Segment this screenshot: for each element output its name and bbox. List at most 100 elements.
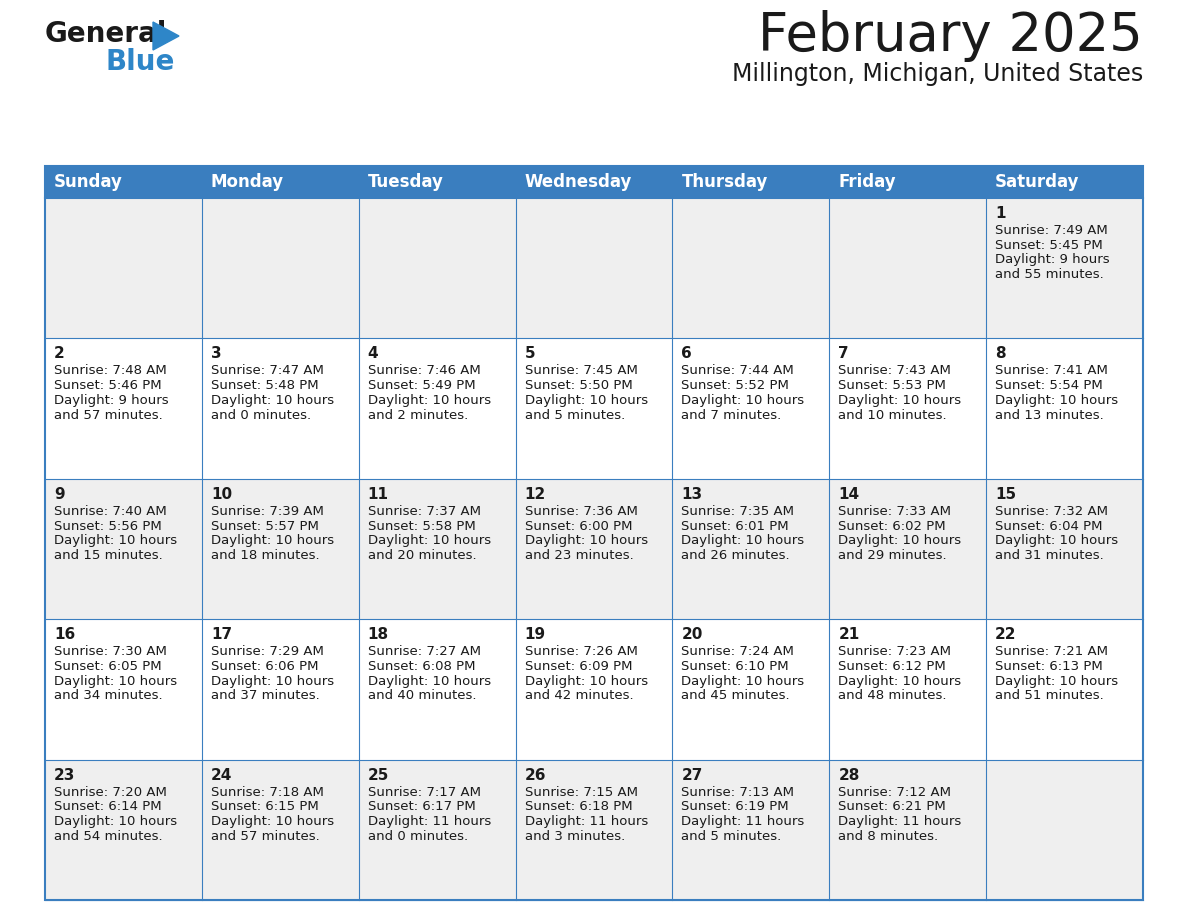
Text: Sunrise: 7:37 AM: Sunrise: 7:37 AM bbox=[368, 505, 481, 518]
Bar bbox=[829, 759, 986, 900]
Text: Saturday: Saturday bbox=[996, 173, 1080, 191]
Text: Sunrise: 7:32 AM: Sunrise: 7:32 AM bbox=[996, 505, 1108, 518]
Bar bbox=[516, 759, 672, 900]
Bar bbox=[359, 759, 516, 900]
Text: Sunset: 6:09 PM: Sunset: 6:09 PM bbox=[525, 660, 632, 673]
Text: Sunset: 5:56 PM: Sunset: 5:56 PM bbox=[53, 520, 162, 532]
Bar bbox=[45, 166, 202, 198]
Text: Daylight: 9 hours: Daylight: 9 hours bbox=[996, 253, 1110, 266]
Bar bbox=[45, 198, 202, 339]
Text: Daylight: 10 hours: Daylight: 10 hours bbox=[210, 815, 334, 828]
Text: and 0 minutes.: and 0 minutes. bbox=[210, 409, 311, 421]
Text: Daylight: 11 hours: Daylight: 11 hours bbox=[368, 815, 491, 828]
Text: Sunrise: 7:41 AM: Sunrise: 7:41 AM bbox=[996, 364, 1108, 377]
Text: Sunset: 5:50 PM: Sunset: 5:50 PM bbox=[525, 379, 632, 392]
Text: 4: 4 bbox=[368, 346, 378, 362]
Text: Sunrise: 7:17 AM: Sunrise: 7:17 AM bbox=[368, 786, 481, 799]
Bar bbox=[202, 198, 359, 339]
Text: and 57 minutes.: and 57 minutes. bbox=[53, 409, 163, 421]
Text: Sunset: 5:49 PM: Sunset: 5:49 PM bbox=[368, 379, 475, 392]
Text: 13: 13 bbox=[682, 487, 702, 502]
Text: Daylight: 10 hours: Daylight: 10 hours bbox=[525, 534, 647, 547]
Text: 15: 15 bbox=[996, 487, 1016, 502]
Text: and 55 minutes.: and 55 minutes. bbox=[996, 268, 1104, 281]
Text: Daylight: 10 hours: Daylight: 10 hours bbox=[839, 534, 961, 547]
Text: Sunset: 6:13 PM: Sunset: 6:13 PM bbox=[996, 660, 1102, 673]
Polygon shape bbox=[153, 22, 179, 50]
Text: and 10 minutes.: and 10 minutes. bbox=[839, 409, 947, 421]
Text: Millington, Michigan, United States: Millington, Michigan, United States bbox=[732, 62, 1143, 86]
Text: and 37 minutes.: and 37 minutes. bbox=[210, 689, 320, 702]
Text: 18: 18 bbox=[368, 627, 388, 643]
Bar bbox=[359, 166, 516, 198]
Text: Daylight: 9 hours: Daylight: 9 hours bbox=[53, 394, 169, 407]
Text: Thursday: Thursday bbox=[682, 173, 767, 191]
Text: Sunset: 6:17 PM: Sunset: 6:17 PM bbox=[368, 800, 475, 813]
Text: Sunset: 5:46 PM: Sunset: 5:46 PM bbox=[53, 379, 162, 392]
Text: Sunrise: 7:36 AM: Sunrise: 7:36 AM bbox=[525, 505, 638, 518]
Text: Sunrise: 7:13 AM: Sunrise: 7:13 AM bbox=[682, 786, 795, 799]
Bar bbox=[45, 620, 202, 759]
Text: and 18 minutes.: and 18 minutes. bbox=[210, 549, 320, 562]
Text: February 2025: February 2025 bbox=[758, 10, 1143, 62]
Bar bbox=[516, 339, 672, 479]
Text: Sunrise: 7:49 AM: Sunrise: 7:49 AM bbox=[996, 224, 1108, 237]
Text: Sunset: 6:12 PM: Sunset: 6:12 PM bbox=[839, 660, 946, 673]
Text: Daylight: 10 hours: Daylight: 10 hours bbox=[682, 675, 804, 688]
Text: Sunrise: 7:30 AM: Sunrise: 7:30 AM bbox=[53, 645, 166, 658]
Text: Sunset: 5:53 PM: Sunset: 5:53 PM bbox=[839, 379, 946, 392]
Text: Sunrise: 7:21 AM: Sunrise: 7:21 AM bbox=[996, 645, 1108, 658]
Text: 19: 19 bbox=[525, 627, 545, 643]
Text: Daylight: 10 hours: Daylight: 10 hours bbox=[53, 815, 177, 828]
Text: 22: 22 bbox=[996, 627, 1017, 643]
Bar bbox=[359, 479, 516, 620]
Bar bbox=[829, 166, 986, 198]
Text: 23: 23 bbox=[53, 767, 75, 783]
Text: Daylight: 10 hours: Daylight: 10 hours bbox=[368, 394, 491, 407]
Text: 25: 25 bbox=[368, 767, 390, 783]
Text: 10: 10 bbox=[210, 487, 232, 502]
Bar bbox=[672, 198, 829, 339]
Text: 7: 7 bbox=[839, 346, 849, 362]
Text: Sunrise: 7:20 AM: Sunrise: 7:20 AM bbox=[53, 786, 166, 799]
Bar bbox=[672, 166, 829, 198]
Text: Sunset: 6:19 PM: Sunset: 6:19 PM bbox=[682, 800, 789, 813]
Text: Sunrise: 7:47 AM: Sunrise: 7:47 AM bbox=[210, 364, 324, 377]
Text: 28: 28 bbox=[839, 767, 860, 783]
Text: and 57 minutes.: and 57 minutes. bbox=[210, 830, 320, 843]
Bar bbox=[202, 620, 359, 759]
Text: Sunset: 5:48 PM: Sunset: 5:48 PM bbox=[210, 379, 318, 392]
Text: Sunrise: 7:46 AM: Sunrise: 7:46 AM bbox=[368, 364, 480, 377]
Text: Sunset: 6:14 PM: Sunset: 6:14 PM bbox=[53, 800, 162, 813]
Text: and 5 minutes.: and 5 minutes. bbox=[682, 830, 782, 843]
Bar bbox=[672, 759, 829, 900]
Text: Sunrise: 7:40 AM: Sunrise: 7:40 AM bbox=[53, 505, 166, 518]
Text: Sunrise: 7:24 AM: Sunrise: 7:24 AM bbox=[682, 645, 795, 658]
Text: Sunset: 5:57 PM: Sunset: 5:57 PM bbox=[210, 520, 318, 532]
Bar bbox=[516, 198, 672, 339]
Text: 26: 26 bbox=[525, 767, 546, 783]
Text: Daylight: 10 hours: Daylight: 10 hours bbox=[682, 394, 804, 407]
Text: 1: 1 bbox=[996, 206, 1006, 221]
Text: Sunrise: 7:48 AM: Sunrise: 7:48 AM bbox=[53, 364, 166, 377]
Text: Sunset: 6:00 PM: Sunset: 6:00 PM bbox=[525, 520, 632, 532]
Bar bbox=[829, 479, 986, 620]
Text: Daylight: 10 hours: Daylight: 10 hours bbox=[210, 534, 334, 547]
Text: Daylight: 11 hours: Daylight: 11 hours bbox=[839, 815, 961, 828]
Text: and 40 minutes.: and 40 minutes. bbox=[368, 689, 476, 702]
Text: Tuesday: Tuesday bbox=[368, 173, 443, 191]
Text: 12: 12 bbox=[525, 487, 545, 502]
Text: 11: 11 bbox=[368, 487, 388, 502]
Text: Sunrise: 7:26 AM: Sunrise: 7:26 AM bbox=[525, 645, 638, 658]
Text: Sunset: 6:01 PM: Sunset: 6:01 PM bbox=[682, 520, 789, 532]
Bar bbox=[829, 339, 986, 479]
Text: Sunrise: 7:45 AM: Sunrise: 7:45 AM bbox=[525, 364, 638, 377]
Text: 5: 5 bbox=[525, 346, 536, 362]
Text: Daylight: 10 hours: Daylight: 10 hours bbox=[53, 534, 177, 547]
Bar bbox=[986, 479, 1143, 620]
Text: Sunset: 6:15 PM: Sunset: 6:15 PM bbox=[210, 800, 318, 813]
Text: 8: 8 bbox=[996, 346, 1006, 362]
Text: Daylight: 11 hours: Daylight: 11 hours bbox=[682, 815, 804, 828]
Text: Sunrise: 7:18 AM: Sunrise: 7:18 AM bbox=[210, 786, 324, 799]
Bar bbox=[359, 198, 516, 339]
